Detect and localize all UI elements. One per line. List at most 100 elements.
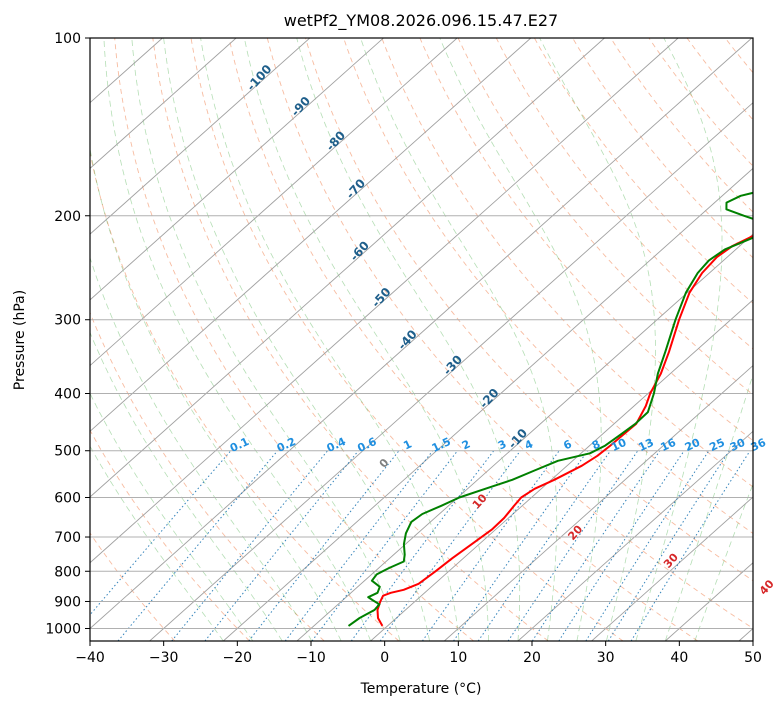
dry-adiabat [190,38,624,641]
x-tick-label: −10 [296,650,326,666]
x-tick-label: −40 [75,650,105,666]
background-lines [90,38,775,641]
dry-adiabat [610,38,753,213]
y-axis-label: Pressure (hPa) [12,290,28,390]
y-axis: 1000 900 800 700 600 500 400 300 200 100 [45,31,90,637]
isotherm-line [444,364,753,641]
x-tick-label: 40 [670,650,688,666]
isotherm-line [591,496,753,641]
moist-adiabat [360,38,558,641]
dry-adiabat [343,38,753,535]
line-label: 40 [757,577,775,597]
isotherm-line [90,38,458,367]
profile-series [347,191,753,627]
mixing-ratio-line [477,450,611,641]
mixing-ratio-line [90,450,232,616]
isotherm-line [90,38,237,170]
mixing-ratio-line [117,450,278,641]
mixing-ratio-line [379,450,521,641]
mixing-ratio-line [585,450,710,641]
isotherm-line [296,233,753,641]
pressure-grid [90,38,753,629]
line-label: 16 [659,436,679,454]
line-label: 20 [683,436,703,454]
x-tick-label: 10 [449,650,467,666]
chart-title: wetPf2_YM08.2026.096.15.47.E27 [284,11,558,31]
mixing-ratio-line [630,450,751,641]
moist-adiabat [296,38,521,641]
dry-adiabat [90,532,176,641]
line-label: 30 [728,436,748,454]
y-tick-label: 400 [54,387,81,403]
dry-adiabat [572,38,753,259]
dry-adiabat [228,38,698,641]
line-label: 10 [609,436,629,454]
mixing-ratio-line [453,450,589,641]
y-tick-label: 700 [54,530,81,546]
mixing-ratio-line [558,450,685,641]
isotherm-line [149,102,753,641]
moist-adiabat [90,392,254,641]
isotherm-line [517,430,753,641]
isotherm-line [90,38,311,235]
y-tick-label: 600 [54,490,81,506]
mixing-ratio-line [350,450,495,641]
moist-adiabat [163,38,430,641]
mixing-ratio-line [531,450,661,641]
plot-frame [89,37,754,642]
moist-adiabat [539,38,656,641]
x-tick-label: 30 [597,650,615,666]
y-tick-label: 500 [54,444,81,460]
moist-adiabat [90,445,224,641]
x-tick-label: 20 [523,650,541,666]
mixing-ratio-line [311,450,458,641]
dry-adiabat [763,38,775,641]
y-tick-label: 200 [54,209,81,225]
mixing-ratio-line [171,450,328,641]
dry-adiabat [152,38,549,641]
moist-adiabat [90,146,342,641]
x-tick-label: −20 [223,650,253,666]
moist-adiabat [694,482,753,641]
isotherm-line [90,38,753,630]
x-axis-label: Temperature (°C) [360,681,482,697]
x-tick-label: −30 [149,650,179,666]
moist-adiabat [243,38,489,641]
isotherm-line [90,38,605,498]
line-label: 13 [636,436,655,454]
mixing-ratio-line [507,450,639,641]
moist-adiabat [200,38,460,641]
dry-adiabat [90,311,325,641]
profile-line [347,191,753,627]
dry-adiabat [90,150,400,641]
x-tick-label: 0 [380,650,389,666]
y-tick-label: 300 [54,313,81,329]
mixing-ratio-line [204,450,359,641]
x-axis: −40 −30 −20 −10 0 10 20 30 40 50 [75,641,762,666]
moist-adiabat [664,373,753,641]
isotherm-line [223,167,753,641]
dry-adiabat [381,38,753,488]
y-tick-label: 1000 [45,621,81,637]
dry-adiabat [457,38,753,396]
y-tick-label: 900 [54,594,81,610]
moist-adiabat [90,331,283,641]
line-label: 25 [707,436,726,454]
isotherm-line [90,38,679,564]
y-tick-label: 800 [54,564,81,580]
dry-adiabat [305,38,753,582]
dry-adiabat [534,38,753,304]
dry-adiabat [495,38,753,350]
isotherm-line [370,299,753,641]
isotherm-line [90,38,384,301]
isotherm-line [90,38,532,432]
dry-adiabat [266,38,753,629]
moist-adiabat [439,38,602,641]
moist-adiabat [103,38,371,641]
dry-adiabat [648,38,753,167]
plot-background [90,38,753,641]
y-tick-label: 100 [54,31,81,47]
x-tick-label: 50 [744,650,762,666]
moist-adiabat [635,38,723,641]
